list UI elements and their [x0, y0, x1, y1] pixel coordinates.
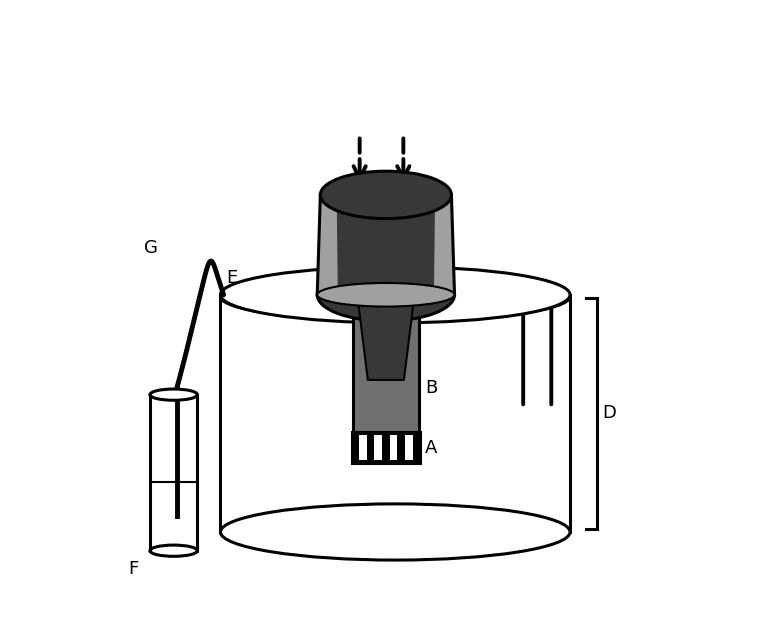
Text: C: C	[460, 277, 472, 295]
Ellipse shape	[317, 268, 454, 321]
Bar	[352, 432, 420, 463]
Ellipse shape	[220, 266, 570, 323]
Text: E: E	[226, 269, 238, 287]
Bar	[374, 435, 382, 460]
Text: B: B	[425, 379, 437, 398]
Ellipse shape	[150, 389, 198, 400]
Bar	[150, 394, 198, 551]
Bar	[390, 435, 398, 460]
Bar	[405, 435, 412, 460]
Polygon shape	[358, 301, 414, 380]
Bar	[353, 295, 419, 432]
Bar	[359, 435, 366, 460]
Ellipse shape	[220, 273, 570, 321]
Bar	[220, 295, 570, 532]
Text: D: D	[602, 404, 615, 423]
Polygon shape	[317, 195, 454, 295]
Ellipse shape	[220, 504, 570, 560]
Text: F: F	[128, 560, 138, 578]
Ellipse shape	[321, 171, 451, 219]
Text: G: G	[144, 239, 158, 257]
Ellipse shape	[150, 545, 198, 556]
Ellipse shape	[220, 504, 570, 560]
Polygon shape	[337, 200, 435, 293]
Text: A: A	[426, 439, 437, 456]
Ellipse shape	[317, 283, 454, 307]
